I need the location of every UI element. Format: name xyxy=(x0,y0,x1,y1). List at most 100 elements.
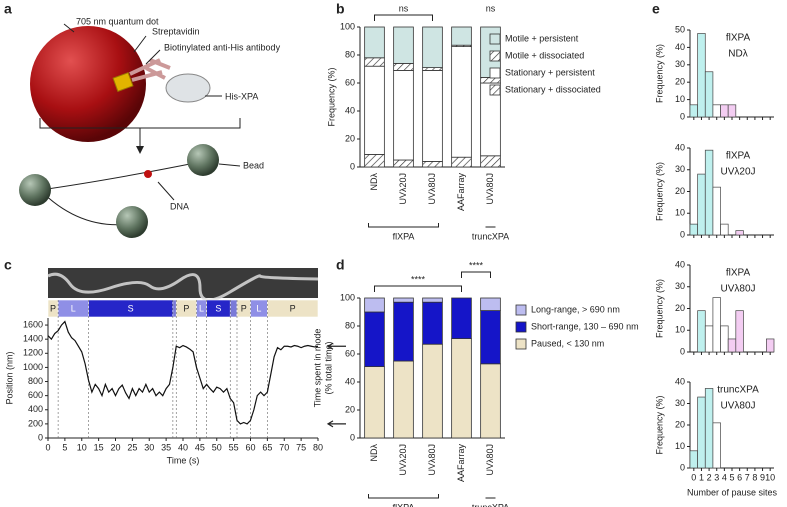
mode-label: P xyxy=(50,303,56,313)
bar xyxy=(697,310,706,353)
x-tick-label: 5 xyxy=(62,442,67,452)
label: Bead xyxy=(243,160,264,170)
y-tick-label: 20 xyxy=(345,404,355,414)
legend-swatch xyxy=(489,50,501,62)
legend-swatch xyxy=(489,84,501,96)
mode-label: P xyxy=(290,303,296,313)
x-axis-label: Number of pause sites xyxy=(687,487,778,497)
x-tick-label: 75 xyxy=(296,442,306,452)
y-axis-label: Position (nm) xyxy=(4,351,14,404)
bar-segment xyxy=(364,153,385,168)
y-tick-label: 20 xyxy=(675,419,685,429)
panel-label: c xyxy=(4,257,12,273)
label: 705 nm quantum dot xyxy=(76,16,159,26)
bar-segment xyxy=(393,26,414,64)
x-tick-label: 8 xyxy=(752,472,757,482)
y-tick-label: 1200 xyxy=(23,348,43,358)
bar xyxy=(689,223,698,236)
y-tick-label: 200 xyxy=(28,418,43,428)
bar xyxy=(720,223,729,236)
y-tick-label: 40 xyxy=(675,142,685,152)
label: Biotinylated anti-His antibody xyxy=(164,42,281,52)
legend-label: Motile + persistent xyxy=(505,33,579,43)
bar-segment xyxy=(393,159,414,168)
y-tick-label: 60 xyxy=(345,348,355,358)
y-tick-label: 30 xyxy=(675,398,685,408)
legend-label: Long-range, > 690 nm xyxy=(531,304,620,314)
hist-title: flXPA xyxy=(726,268,751,279)
bar xyxy=(712,104,721,118)
x-tick-label: 0 xyxy=(45,442,50,452)
diagram: 705 nm quantum dot Streptavidin Biotinyl… xyxy=(19,16,281,238)
bar xyxy=(712,186,721,236)
group-bracket xyxy=(368,223,439,228)
bar-segment xyxy=(451,338,472,439)
panel-label: e xyxy=(652,1,660,17)
annotation: **** xyxy=(411,274,426,284)
legend-label: Motile + dissociated xyxy=(505,50,584,60)
y-tick-label: 40 xyxy=(345,376,355,386)
y-tick-label: 40 xyxy=(675,259,685,269)
bar-segment xyxy=(422,343,443,439)
bar-segment xyxy=(364,297,385,313)
y-tick-label: 80 xyxy=(345,320,355,330)
y-tick-label: 50 xyxy=(675,24,685,34)
legend-label: Short-range, 130 – 690 nm xyxy=(531,321,639,331)
x-tick-label: 55 xyxy=(229,442,239,452)
bar xyxy=(704,388,714,469)
x-tick-label: 80 xyxy=(313,442,323,452)
x-tick-label: 6 xyxy=(737,472,742,482)
label: DNA xyxy=(170,201,189,211)
bar xyxy=(704,325,714,353)
bar-segment xyxy=(364,65,385,155)
x-tick-label: UVλ80J xyxy=(427,444,437,476)
arrow xyxy=(326,420,346,428)
bar xyxy=(712,422,721,469)
bar-segment xyxy=(480,310,501,365)
y-axis-label: Frequency (%) xyxy=(654,162,664,221)
bar xyxy=(689,104,698,118)
legend-swatch xyxy=(489,67,501,79)
mode-segment xyxy=(172,299,177,318)
antibody xyxy=(129,58,171,82)
arrow xyxy=(326,342,346,350)
bar xyxy=(720,325,729,353)
y-tick-label: 1400 xyxy=(23,334,43,344)
bar-segment xyxy=(422,301,443,345)
x-tick-label: UVλ80J xyxy=(427,173,437,205)
y-axis-label: Frequency (%) xyxy=(654,44,664,103)
panel-label: a xyxy=(4,1,12,17)
panel-label: d xyxy=(336,257,345,273)
bar xyxy=(720,104,729,118)
y-tick-label: 800 xyxy=(28,376,43,386)
bar-segment xyxy=(364,57,385,67)
bar-segment xyxy=(480,155,501,168)
bar-segment xyxy=(422,67,443,71)
x-tick-label: 0 xyxy=(691,472,696,482)
y-tick-label: 400 xyxy=(28,404,43,414)
legend-swatch xyxy=(489,33,501,45)
bar-segment xyxy=(422,26,443,68)
x-tick-label: AAFarray xyxy=(456,173,466,212)
mode-label: L xyxy=(256,303,261,313)
bar-segment xyxy=(451,297,472,339)
mode-label: P xyxy=(241,303,247,313)
x-tick-label: 4 xyxy=(722,472,727,482)
y-tick-label: 40 xyxy=(675,376,685,386)
bar xyxy=(727,104,737,118)
legend-swatch xyxy=(515,338,527,350)
bar-segment xyxy=(422,70,443,162)
y-tick-label: 20 xyxy=(675,77,685,87)
y-tick-label: 60 xyxy=(345,77,355,87)
hist-subtitle: UVλ80J xyxy=(720,401,755,412)
y-tick-label: 1000 xyxy=(23,362,43,372)
y-tick-label: 0 xyxy=(350,432,355,442)
significance-bracket xyxy=(374,14,433,21)
y-tick-label: 30 xyxy=(675,59,685,69)
legend-swatch xyxy=(515,304,527,316)
y-tick-label: 0 xyxy=(680,462,685,472)
x-tick-label: 7 xyxy=(745,472,750,482)
x-tick-label: 3 xyxy=(714,472,719,482)
bar xyxy=(697,33,706,118)
x-tick-label: 70 xyxy=(279,442,289,452)
